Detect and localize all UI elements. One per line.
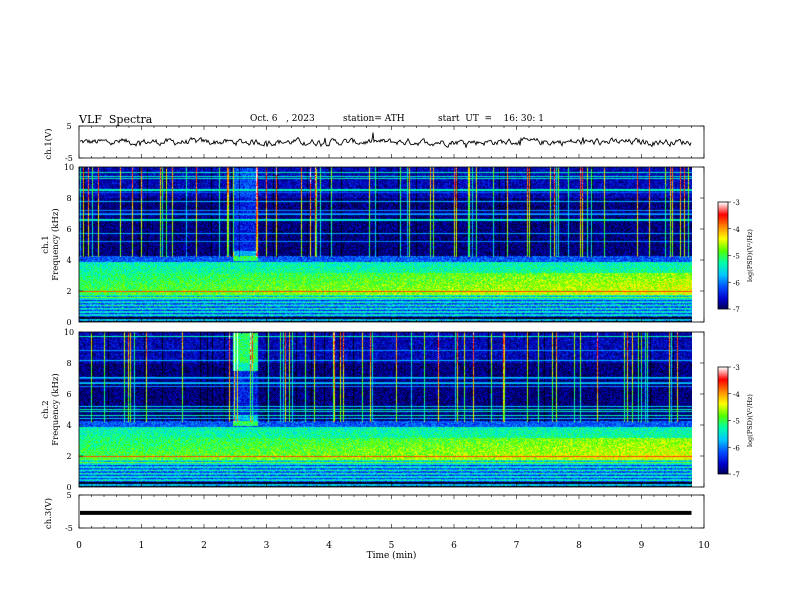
colorbar-tick-label: -4 — [733, 391, 740, 399]
y-tick-label: 6 — [66, 225, 71, 234]
x-tick-label: 9 — [639, 541, 645, 551]
y-tick-label: -5 — [65, 154, 73, 163]
plot-title: VLF Spectra — [79, 113, 153, 126]
y-tick-label: 5 — [66, 122, 71, 131]
date-label: Oct. 6 , 2023 — [250, 114, 315, 124]
x-tick-label: 6 — [451, 541, 457, 551]
spectrogram-ch1-spectrogram — [79, 167, 692, 322]
channel-label: ch.2 — [41, 400, 51, 418]
y-tick-label: 5 — [66, 491, 71, 500]
x-tick-label: 1 — [139, 541, 145, 551]
x-tick-label: 8 — [576, 541, 582, 551]
x-tick-label: 4 — [326, 541, 332, 551]
colorbar-1 — [718, 202, 728, 309]
start-ut-label: start UT = 16: 30: 1 — [438, 114, 544, 124]
y-axis-label: Frequency (kHz) — [50, 373, 61, 445]
y-axis-label: ch.3(V) — [43, 498, 54, 529]
x-tick-label: 5 — [389, 541, 395, 551]
x-tick-label: 7 — [514, 541, 520, 551]
y-tick-label: -5 — [65, 524, 73, 533]
x-tick-label: 3 — [264, 541, 270, 551]
colorbar-tick-label: -6 — [733, 279, 740, 287]
y-tick-label: 2 — [66, 287, 71, 296]
y-tick-label: 0 — [66, 483, 71, 492]
colorbar-label: log(PSD)(V²/Hz) — [746, 229, 754, 282]
colorbar-tick-label: -3 — [733, 364, 740, 372]
colorbar-2 — [718, 367, 728, 474]
y-axis-label: ch.1(V) — [43, 128, 54, 159]
y-tick-label: 0 — [66, 318, 71, 327]
colorbar-tick-label: -7 — [733, 471, 740, 479]
x-tick-label: 0 — [76, 541, 82, 551]
colorbar-tick-label: -5 — [733, 253, 740, 261]
colorbar-tick-label: -5 — [733, 418, 740, 426]
ch1-trace — [79, 132, 692, 148]
y-tick-label: 6 — [66, 390, 71, 399]
colorbar-tick-label: -3 — [733, 199, 740, 207]
x-tick-label: 10 — [698, 541, 710, 551]
y-tick-label: 4 — [66, 421, 71, 430]
y-tick-label: 4 — [66, 256, 71, 265]
colorbar-label: log(PSD)(V²/Hz) — [746, 394, 754, 447]
y-tick-label: 2 — [66, 452, 71, 461]
y-tick-label: 8 — [66, 359, 71, 368]
colorbar-tick-label: -4 — [733, 226, 740, 234]
channel-label: ch.1 — [41, 235, 51, 253]
y-axis-label: Frequency (kHz) — [50, 208, 61, 280]
colorbar-tick-label: -6 — [733, 444, 740, 452]
y-tick-label: 10 — [64, 163, 74, 172]
spectrogram-ch2-spectrogram — [79, 332, 692, 487]
station-label: station= ATH — [343, 114, 405, 124]
y-tick-label: 10 — [64, 328, 74, 337]
y-tick-label: 8 — [66, 194, 71, 203]
x-axis-label: Time (min) — [367, 550, 417, 561]
colorbar-tick-label: -7 — [733, 306, 740, 314]
x-tick-label: 2 — [201, 541, 207, 551]
